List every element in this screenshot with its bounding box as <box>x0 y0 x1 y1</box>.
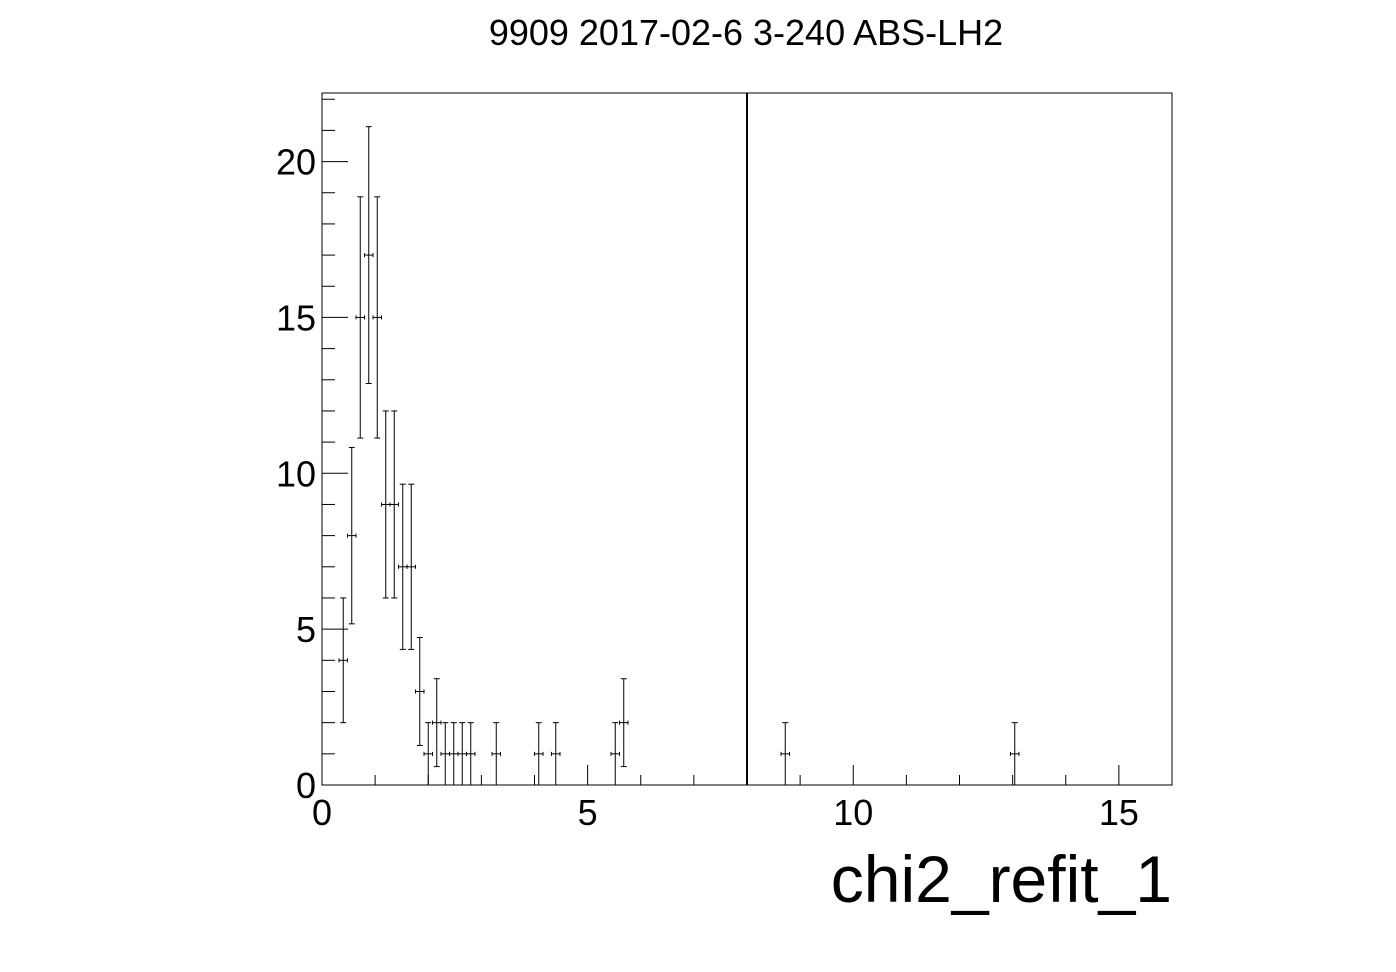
data-point <box>610 722 620 785</box>
data-point <box>619 678 629 768</box>
x-axis-title: chi2_refit_1 <box>831 842 1172 916</box>
data-point <box>389 410 399 599</box>
data-point <box>415 637 425 746</box>
y-axis-ticks <box>322 98 348 786</box>
y-tick-label: 0 <box>296 765 316 806</box>
chart-title: 9909 2017-02-6 3-240 ABS-LH2 <box>489 12 1003 53</box>
data-point <box>338 597 348 724</box>
data-point <box>534 722 544 785</box>
data-point <box>449 722 459 785</box>
data-point <box>551 722 561 785</box>
data-point <box>364 126 374 385</box>
data-point <box>1010 722 1020 785</box>
x-tick-label: 15 <box>1099 792 1139 833</box>
data-point <box>381 410 391 599</box>
data-point <box>780 722 790 785</box>
data-points <box>338 126 1020 785</box>
data-point <box>406 483 416 650</box>
data-point <box>355 196 365 439</box>
x-tick-label: 10 <box>833 792 873 833</box>
data-point <box>457 722 467 785</box>
x-tick-label: 0 <box>312 792 332 833</box>
y-tick-label: 20 <box>276 142 316 183</box>
data-point <box>432 678 442 768</box>
data-point <box>372 196 382 439</box>
data-point <box>423 722 433 785</box>
data-point <box>398 483 408 650</box>
y-tick-label: 5 <box>296 609 316 650</box>
data-point <box>440 722 450 785</box>
data-point <box>347 446 357 625</box>
y-tick-label: 15 <box>276 297 316 338</box>
y-tick-label: 10 <box>276 453 316 494</box>
data-point <box>466 722 476 785</box>
y-axis-tick-labels: 0 5 10 15 20 <box>276 142 316 806</box>
x-tick-label: 5 <box>578 792 598 833</box>
data-point <box>491 722 501 785</box>
x-axis-tick-labels: 0 5 10 15 <box>312 792 1139 833</box>
